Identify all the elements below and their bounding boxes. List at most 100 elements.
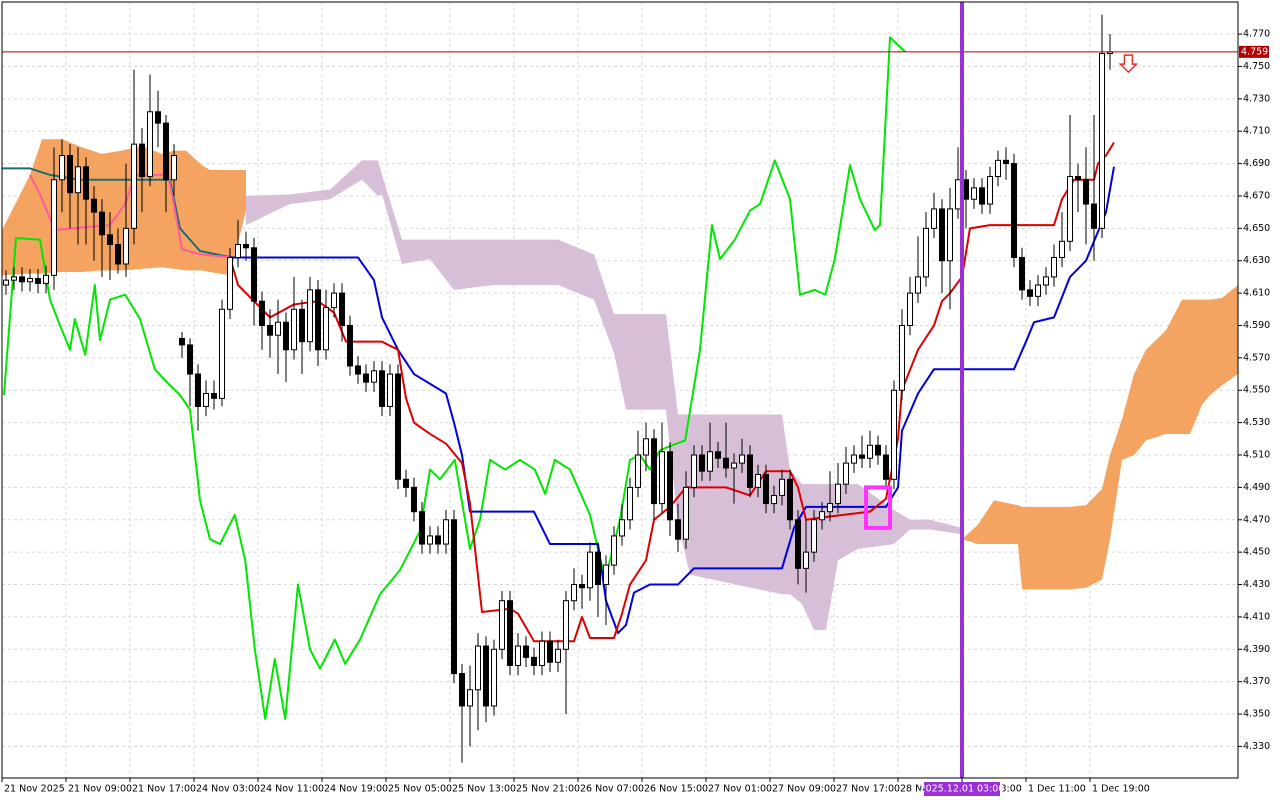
candle-body	[411, 486, 417, 513]
y-tick-label: 4.350	[1243, 709, 1270, 720]
candle-body	[771, 494, 777, 505]
candle-body	[803, 551, 809, 569]
candle-body	[835, 483, 841, 505]
y-tick-label: 4.370	[1243, 676, 1270, 687]
candle-body	[795, 519, 801, 569]
candle-body	[667, 451, 673, 521]
candle-body	[203, 392, 209, 407]
candle-body	[491, 648, 497, 707]
y-tick-label: 4.430	[1243, 579, 1270, 590]
candle-body	[1099, 52, 1105, 229]
candle-body	[347, 324, 353, 367]
candle-body	[211, 392, 217, 399]
candle-body	[595, 551, 601, 586]
candle-body	[907, 292, 913, 326]
y-tick-label: 4.550	[1243, 385, 1270, 396]
candle-body	[787, 478, 793, 521]
candle-body	[259, 300, 265, 326]
y-tick-label: 4.510	[1243, 450, 1270, 461]
candle-body	[483, 645, 489, 707]
candle-body	[3, 279, 9, 286]
candle-body	[307, 289, 313, 343]
y-tick-label: 4.470	[1243, 514, 1270, 525]
candle-body	[611, 535, 617, 566]
candle-body	[75, 166, 81, 194]
candle-body	[635, 454, 641, 488]
candle-body	[843, 462, 849, 485]
cloud	[962, 285, 1238, 590]
candle-body	[675, 519, 681, 540]
candle-body	[1027, 289, 1033, 297]
candle-body	[11, 276, 17, 281]
y-tick-label: 4.670	[1243, 190, 1270, 201]
candle-body	[243, 244, 249, 249]
x-tick-label: 24 Nov 03:00	[196, 784, 260, 795]
candle-body	[987, 176, 993, 205]
candle-body	[331, 292, 337, 309]
candle-body	[355, 365, 361, 375]
indicator-line	[2, 167, 233, 259]
candle-body	[563, 600, 569, 650]
candle-body	[123, 227, 129, 265]
indicator-line	[230, 166, 1115, 635]
candle-body	[779, 478, 785, 496]
candle-body	[859, 454, 865, 459]
candle-body	[1035, 284, 1041, 297]
candle-body	[659, 451, 665, 505]
plot-area	[2, 2, 1238, 778]
candle-body	[899, 324, 905, 391]
candle-body	[419, 511, 425, 545]
candle-body	[627, 486, 633, 521]
candle-body	[395, 373, 401, 480]
candle-body	[827, 503, 833, 513]
candle-body	[731, 462, 737, 469]
candle-body	[819, 511, 825, 521]
indicator-line	[3, 36, 906, 720]
candle-body	[91, 198, 97, 213]
candle-body	[955, 179, 961, 210]
candle-body	[371, 370, 377, 383]
candle-body	[723, 457, 729, 469]
candle-body	[379, 370, 385, 407]
candle-body	[931, 208, 937, 229]
candle-body	[579, 584, 585, 589]
candle-body	[323, 307, 329, 351]
candle-body	[603, 564, 609, 586]
y-tick-label: 4.610	[1243, 288, 1270, 299]
y-tick-label: 4.750	[1243, 61, 1270, 72]
candle-body	[691, 454, 697, 488]
candle-body	[139, 143, 145, 178]
candle-body	[459, 673, 465, 707]
candle-body	[115, 244, 121, 265]
candle-body	[107, 234, 113, 246]
candle-body	[475, 645, 481, 691]
vertical-label-bg	[924, 782, 1000, 796]
candle-body	[59, 154, 65, 181]
candle-body	[35, 278, 41, 284]
candle-body	[963, 179, 969, 200]
candle-body	[275, 321, 281, 336]
candle-body	[1059, 240, 1065, 258]
y-tick-label: 4.390	[1243, 644, 1270, 655]
candle-body	[451, 519, 457, 675]
candle-body	[995, 159, 1001, 178]
candle-body	[19, 276, 25, 283]
candle-body	[739, 454, 745, 464]
x-tick-label: 21 Nov 2025	[4, 784, 65, 795]
y-tick-label: 4.630	[1243, 255, 1270, 266]
candle-body	[435, 535, 441, 545]
y-tick-label: 4.590	[1243, 320, 1270, 331]
candle-body	[291, 308, 297, 351]
candle-body	[643, 438, 649, 456]
candle-body	[171, 154, 177, 181]
candle-body	[763, 473, 769, 505]
candle-body	[883, 454, 889, 480]
candle-body	[51, 179, 57, 276]
candle-body	[1091, 203, 1097, 229]
y-tick-label: 4.710	[1243, 126, 1270, 137]
plot-frame	[1, 1, 1239, 779]
candle-body	[147, 111, 153, 178]
price-label-bg	[1239, 45, 1269, 58]
y-tick-label: 4.770	[1243, 29, 1270, 40]
